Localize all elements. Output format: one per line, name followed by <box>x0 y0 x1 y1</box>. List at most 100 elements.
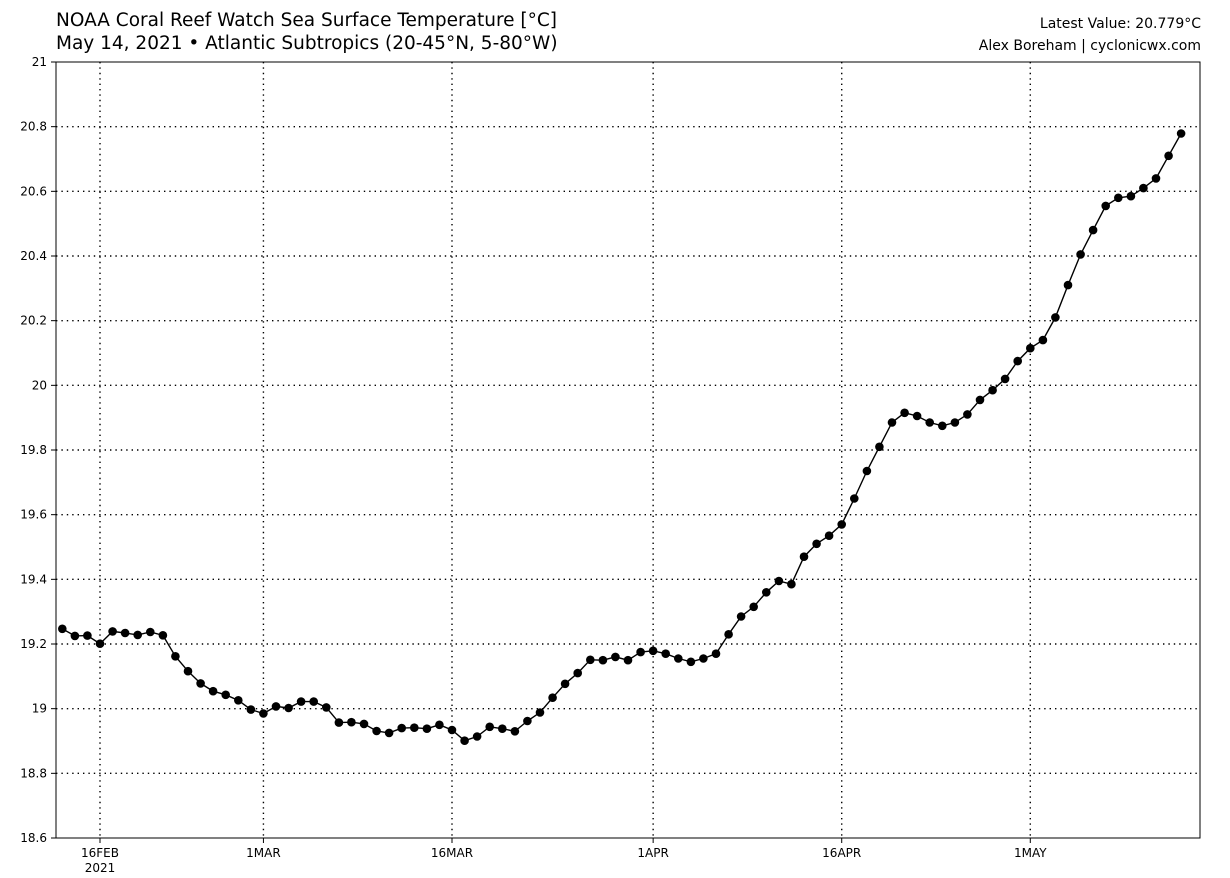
data-point <box>498 724 507 733</box>
data-point <box>133 630 142 640</box>
y-tick-label: 20.4 <box>20 249 47 263</box>
data-point <box>1000 374 1010 384</box>
data-point <box>1114 193 1123 203</box>
x-tick-label: 16MAR <box>431 846 473 860</box>
data-point <box>435 720 444 730</box>
data-point <box>1026 343 1035 353</box>
data-point <box>196 679 205 688</box>
data-point <box>1176 129 1186 138</box>
data-point <box>1063 280 1073 290</box>
data-point <box>70 631 80 641</box>
y-tick-label: 20.2 <box>20 314 47 328</box>
data-point <box>573 668 582 678</box>
x-tick-label: 16FEB <box>81 846 119 860</box>
data-point <box>372 726 381 736</box>
data-point <box>460 736 469 745</box>
data-point <box>850 494 859 503</box>
y-tick-label: 18.8 <box>20 766 47 780</box>
data-point <box>447 725 457 735</box>
data-point <box>938 421 947 431</box>
data-point <box>1164 151 1173 161</box>
x-year-label: 2021 <box>85 861 116 875</box>
data-point <box>535 708 545 717</box>
x-tick-label: 16APR <box>822 846 861 860</box>
data-point <box>887 418 897 427</box>
data-point <box>774 576 784 586</box>
data-point <box>246 705 256 714</box>
data-point <box>762 588 771 597</box>
data-point <box>108 627 117 636</box>
credit-label: Alex Boreham | cyclonicwx.com <box>978 38 1201 54</box>
chart-subtitle: May 14, 2021 • Atlantic Subtropics (20-4… <box>56 33 558 54</box>
data-point <box>171 652 180 661</box>
data-point <box>322 703 331 712</box>
data-point <box>598 655 608 665</box>
chart-title: NOAA Coral Reef Watch Sea Surface Temper… <box>56 10 558 31</box>
data-point <box>925 418 934 427</box>
y-tick-label: 19.8 <box>20 443 47 457</box>
y-tick-label: 20 <box>32 378 47 392</box>
data-point <box>259 709 268 718</box>
data-point <box>975 395 985 405</box>
data-point <box>586 655 595 665</box>
y-tick-label: 19.2 <box>20 637 47 651</box>
data-point <box>183 666 193 676</box>
data-point <box>661 649 670 658</box>
data-point <box>1101 201 1110 211</box>
data-point <box>83 631 92 640</box>
data-point <box>271 702 281 711</box>
data-point <box>900 408 909 418</box>
data-point <box>787 579 796 589</box>
data-point <box>284 703 293 713</box>
data-point <box>611 652 620 662</box>
data-point <box>912 411 922 421</box>
data-point <box>812 539 821 549</box>
data-point <box>824 531 834 540</box>
data-point <box>422 724 432 733</box>
data-point <box>548 693 557 702</box>
data-point <box>1088 225 1098 235</box>
data-point <box>58 624 67 634</box>
x-tick-label: 1MAR <box>246 846 281 860</box>
data-point <box>510 727 520 736</box>
data-point <box>472 732 482 741</box>
data-point <box>950 418 960 427</box>
data-point <box>397 723 407 733</box>
data-point <box>862 466 872 476</box>
data-point <box>736 612 746 621</box>
data-point <box>988 385 997 395</box>
y-tick-label: 20.6 <box>20 184 47 198</box>
series-temperature <box>58 129 1186 745</box>
data-point <box>648 646 658 656</box>
grid-lines <box>56 62 1200 838</box>
data-point <box>711 649 721 658</box>
data-point <box>95 639 105 648</box>
y-tick-label: 19 <box>32 702 47 716</box>
data-point <box>1076 250 1085 259</box>
series-line <box>61 133 1182 742</box>
data-point <box>309 697 319 706</box>
data-point <box>523 716 532 726</box>
data-point <box>485 722 495 732</box>
data-point <box>674 654 683 663</box>
data-point <box>636 647 645 657</box>
data-point <box>963 410 972 419</box>
data-point <box>158 631 168 640</box>
data-point <box>296 697 306 706</box>
y-tick-label: 20.8 <box>20 120 47 134</box>
data-point <box>699 654 708 663</box>
data-point <box>875 442 884 452</box>
data-point <box>208 686 218 696</box>
data-point <box>234 696 243 705</box>
data-point <box>146 627 155 637</box>
y-tick-label: 19.6 <box>20 508 47 522</box>
data-point <box>623 655 633 665</box>
data-point <box>1038 335 1048 345</box>
y-tick-label: 21 <box>32 55 47 69</box>
data-point <box>799 552 809 561</box>
y-axis: 18.6 18.8 19 19.2 19.4 19.6 19.8 20 20.2 20.4 20.6… <box>20 55 56 845</box>
data-point <box>410 723 419 732</box>
data-point <box>334 718 344 727</box>
